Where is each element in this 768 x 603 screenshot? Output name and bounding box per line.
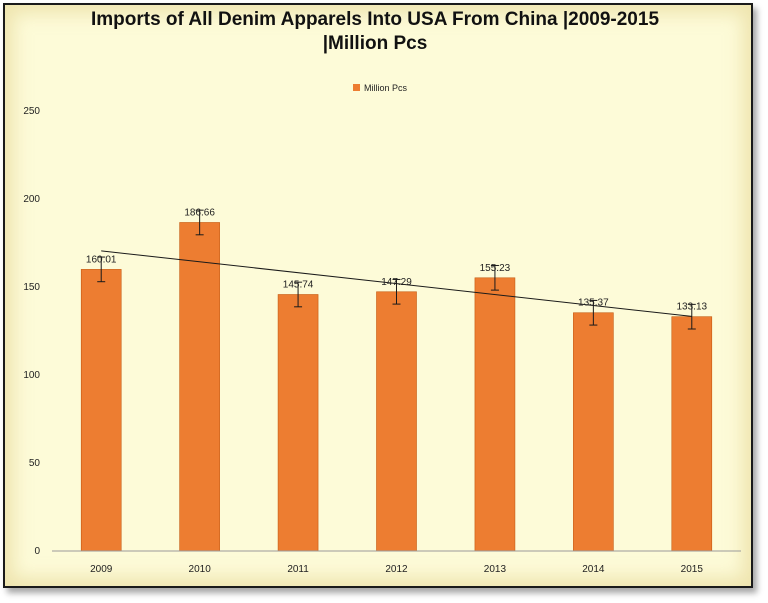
y-tick-label-0: 0 <box>34 546 40 557</box>
bar-2012 <box>376 291 417 552</box>
data-label-2013: 155.23 <box>480 263 511 274</box>
bar-2013 <box>474 277 516 552</box>
y-tick-label-100: 100 <box>23 370 40 381</box>
y-tick-label-150: 150 <box>23 282 40 293</box>
chart-title: Imports of All Denim Apparels Into USA F… <box>0 8 750 56</box>
error-bars <box>97 209 696 330</box>
bar-2009 <box>80 269 122 552</box>
trendline <box>101 250 692 317</box>
data-labels: 160.01 186.66 145.74 147.29 155.23 135.37 133.… <box>86 207 708 312</box>
x-tick-label-2014: 2014 <box>582 564 605 575</box>
data-label-2015: 133.13 <box>676 302 707 313</box>
data-label-2009: 160.01 <box>86 254 117 265</box>
bar-2014 <box>573 312 614 552</box>
y-axis-ticks: 0 50 100 150 200 250 <box>23 106 40 557</box>
bars <box>80 222 713 552</box>
data-label-2010: 186.66 <box>184 207 215 218</box>
legend-label: Million Pcs <box>364 83 408 93</box>
chart-title-line-2: |Million Pcs <box>322 33 428 54</box>
legend-swatch <box>353 84 360 91</box>
bar-2010 <box>179 222 220 552</box>
x-tick-label-2009: 2009 <box>90 564 113 575</box>
bar-2015 <box>671 316 713 552</box>
trendline-group <box>101 250 692 317</box>
x-axis-ticks: 2009 2010 2011 2012 2013 2014 2015 <box>90 564 703 575</box>
x-tick-label-2011: 2011 <box>287 564 309 575</box>
data-label-2012: 147.29 <box>381 277 412 288</box>
legend: Million Pcs <box>353 83 408 93</box>
x-tick-label-2013: 2013 <box>484 564 507 575</box>
bar-2011 <box>277 294 319 552</box>
x-tick-label-2010: 2010 <box>189 564 212 575</box>
chart-title-line-1: Imports of All Denim Apparels Into USA F… <box>90 9 660 30</box>
y-tick-label-200: 200 <box>23 194 40 205</box>
x-tick-label-2015: 2015 <box>681 564 704 575</box>
x-tick-label-2012: 2012 <box>385 564 408 575</box>
y-tick-label-250: 250 <box>23 106 40 117</box>
data-label-2011: 145.74 <box>283 279 314 290</box>
data-label-2014: 135.37 <box>578 298 609 309</box>
y-tick-label-50: 50 <box>29 458 41 469</box>
